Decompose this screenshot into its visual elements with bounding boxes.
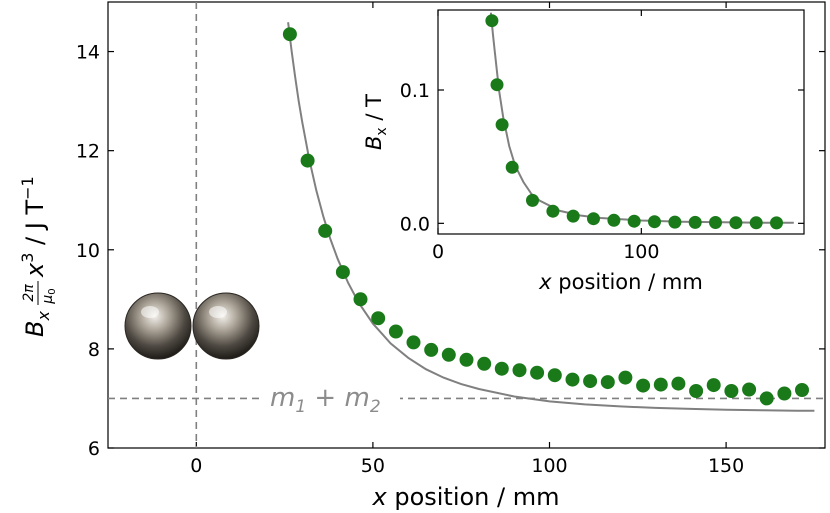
main-data-point — [759, 391, 774, 406]
inset-data-points — [485, 14, 783, 230]
main-y-axis: 6 8 10 12 14 — [76, 42, 825, 460]
inset-data-point — [607, 213, 621, 227]
inset-x-tick-label: 0 — [432, 241, 444, 263]
svg-text:Bx: Bx — [21, 311, 53, 337]
main-data-point — [477, 356, 492, 371]
inset-data-point — [648, 215, 661, 229]
main-x-axis-label: x position / mm — [372, 483, 560, 511]
main-y-tick-label: 8 — [88, 339, 100, 361]
inset-data-point — [505, 160, 519, 174]
inset-data-point — [749, 216, 763, 230]
main-data-point — [300, 153, 315, 168]
main-data-point — [388, 324, 403, 339]
main-x-axis: 0 50 100 150 — [190, 2, 744, 477]
main-data-points — [282, 27, 809, 406]
main-data-point — [795, 383, 809, 397]
main-x-tick-label: 50 — [361, 455, 385, 477]
svg-text:μ0: μ0 — [40, 288, 58, 304]
inset-data-point — [526, 193, 539, 207]
sphere-right — [192, 292, 260, 360]
main-data-point — [636, 378, 651, 393]
main-data-point — [530, 365, 545, 380]
main-data-point — [653, 377, 668, 392]
main-x-tick-label: 100 — [531, 455, 567, 477]
inset-data-point — [490, 78, 504, 92]
inset-y-axis: 0.0 0.1 — [400, 80, 804, 235]
main-data-point — [512, 363, 527, 378]
inset-data-point — [770, 216, 783, 230]
main-data-point — [671, 376, 686, 391]
main-data-point — [335, 265, 350, 280]
inset-x-tick-label: 100 — [623, 241, 659, 263]
inset-data-point — [709, 216, 722, 229]
svg-text:x3 / J T−1: x3 / J T−1 — [18, 176, 49, 278]
main-data-point — [406, 335, 421, 350]
magnet-spheres-illustration — [124, 292, 260, 360]
svg-text:2π: 2π — [21, 284, 37, 302]
inset-data-point — [627, 214, 641, 228]
main-data-point — [424, 342, 439, 357]
main-data-point — [282, 27, 297, 42]
main-data-point — [318, 223, 333, 238]
ref-label-background — [262, 383, 400, 415]
main-data-point — [742, 382, 757, 397]
inset-data-point — [566, 209, 580, 223]
main-data-point — [600, 375, 615, 390]
inset-data-point — [546, 204, 560, 218]
mass-reference-label: m1 + m2 — [270, 383, 381, 417]
main-fit-curve — [287, 22, 815, 412]
inset-data-point — [729, 216, 743, 230]
inset-data-point — [495, 118, 509, 132]
main-y-tick-label: 12 — [76, 141, 100, 163]
main-x-tick-label: 0 — [190, 455, 202, 477]
inset-data-point — [668, 215, 682, 229]
inset-plot: 0 100 0.0 0.1 x position / mm Bx / T — [362, 9, 805, 294]
main-y-tick-label: 14 — [76, 42, 100, 64]
inset-axes-frame — [437, 9, 805, 235]
inset-y-tick-label: 0.1 — [400, 80, 430, 102]
main-data-point — [618, 370, 633, 385]
inset-data-point — [688, 215, 702, 229]
main-data-point — [494, 361, 509, 376]
main-data-point — [547, 368, 562, 383]
main-data-point — [353, 292, 368, 307]
main-data-point — [777, 386, 792, 401]
main-data-point — [724, 384, 739, 398]
inset-x-axis: 0 100 — [432, 10, 659, 263]
inset-y-axis-label: Bx / T — [362, 94, 390, 150]
inset-data-point — [587, 212, 600, 226]
inset-x-axis-label: x position / mm — [538, 270, 703, 294]
main-data-point — [706, 378, 721, 393]
main-data-point — [441, 347, 456, 362]
main-data-point — [565, 372, 580, 387]
main-data-point — [689, 384, 704, 398]
main-y-tick-label: 6 — [88, 438, 100, 460]
main-data-point — [583, 374, 598, 389]
main-data-point — [371, 311, 386, 326]
inset-y-tick-label: 0.0 — [400, 213, 430, 235]
main-x-tick-label: 150 — [708, 455, 744, 477]
sphere-left — [124, 292, 192, 360]
main-y-axis-label: Bx 2π μ0 x3 / J T−1 — [18, 176, 58, 337]
main-y-tick-label: 10 — [76, 240, 100, 262]
main-data-point — [459, 352, 474, 367]
inset-data-point — [485, 14, 499, 28]
